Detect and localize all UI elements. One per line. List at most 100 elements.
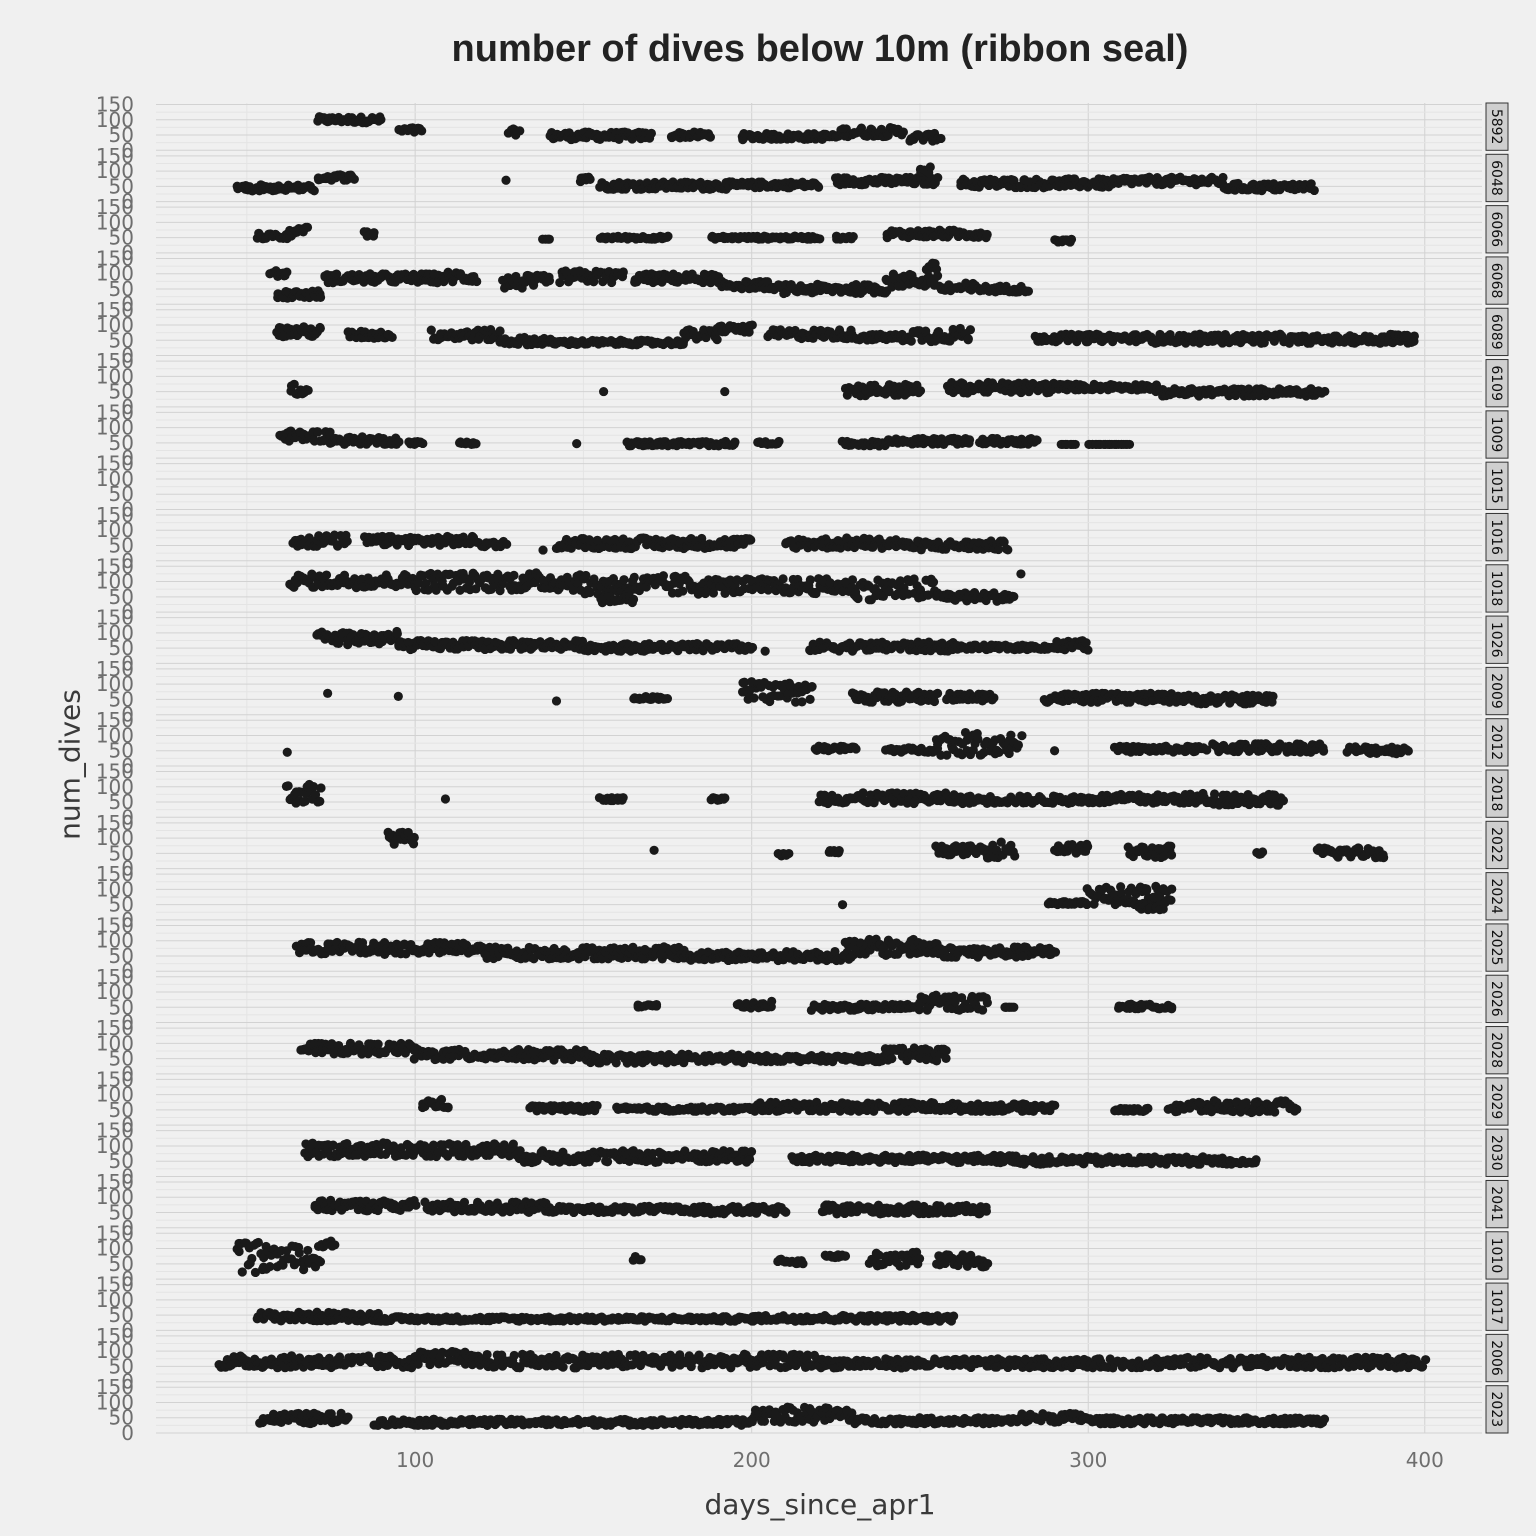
y-tick-label: 150 [96,93,134,117]
data-point [315,292,326,303]
chart-title: number of dives below 10m (ribbon seal) [451,28,1189,70]
data-point [774,436,784,447]
y-tick-label: 150 [96,606,134,630]
data-point [749,693,759,703]
data-point [472,276,482,287]
y-tick-label: 150 [96,246,134,270]
y-tick-label: 150 [96,554,134,578]
facet-strip-label: 6068 [1488,263,1504,299]
data-point [720,386,730,397]
data-point [760,646,770,656]
data-point [509,570,519,580]
data-point [471,439,481,449]
data-point [1013,740,1024,750]
x-tick-label: 200 [733,1448,771,1472]
data-point [628,594,639,604]
data-point [964,435,975,445]
facet-strip-label: 1009 [1488,417,1504,453]
data-point [1066,234,1077,244]
y-tick-label: 150 [96,657,134,681]
data-point [931,264,942,274]
data-point [813,182,824,192]
data-point [965,325,976,335]
data-point [1403,746,1413,756]
data-point [1032,435,1042,445]
facet-strip-label: 5892 [1488,109,1504,145]
data-point [1268,691,1278,701]
data-point [1016,569,1026,579]
data-point [705,132,715,142]
data-point [925,162,935,172]
data-point [1009,592,1019,602]
data-point [805,575,815,585]
data-point [906,336,916,346]
data-point [502,539,512,549]
data-point [933,172,943,183]
y-tick-label: 100 [96,108,134,132]
data-point [1083,645,1093,655]
data-point [392,629,402,639]
data-point [1318,746,1329,756]
y-tick-label: 150 [96,298,134,322]
y-tick-label: 150 [96,195,134,219]
facet-strip-label: 6089 [1488,314,1504,350]
data-point [302,222,313,232]
y-tick-label: 100 [96,159,134,183]
data-point [662,693,673,704]
data-point [1003,545,1013,555]
data-point [807,682,817,692]
x-tick-label: 100 [396,1448,434,1472]
data-point [515,126,525,136]
facet-strip-label: 2012 [1488,725,1504,761]
data-point [853,593,863,604]
y-tick-label: 150 [96,349,134,373]
y-tick-label: 150 [96,708,134,732]
data-point [663,231,673,241]
data-point [321,570,332,580]
y-tick-label: 0 [121,138,134,162]
data-point [963,334,973,344]
data-point [544,275,555,286]
y-tick-label: 50 [109,123,134,147]
data-point [1017,731,1027,741]
data-point [994,747,1004,757]
facet-strip-label: 1016 [1488,519,1504,555]
data-point [551,696,562,706]
data-point [1023,286,1034,296]
data-point [417,126,427,136]
data-point [712,335,722,345]
data-point [747,320,757,330]
data-point [323,688,333,698]
data-point [730,437,740,447]
facet-strip-label: 1018 [1488,571,1504,607]
data-point [747,642,758,653]
x-tick-label: 300 [1069,1448,1107,1472]
facet-strip-label: 2009 [1488,673,1504,709]
y-tick-label: 150 [96,400,134,424]
data-point [932,688,943,698]
x-tick-label: 400 [1406,1448,1444,1472]
data-point [1402,330,1412,340]
data-point [989,693,999,703]
data-point [815,234,825,244]
data-point [572,439,582,449]
data-point [501,175,511,185]
facet-strip-label: 6109 [1488,365,1504,401]
data-point [618,267,628,277]
data-point [851,744,861,754]
data-point [1049,746,1060,756]
y-tick-label: 150 [96,760,134,784]
data-point [883,130,893,140]
facet-strip [1485,102,1509,151]
data-point [629,572,639,582]
data-point [309,186,319,196]
